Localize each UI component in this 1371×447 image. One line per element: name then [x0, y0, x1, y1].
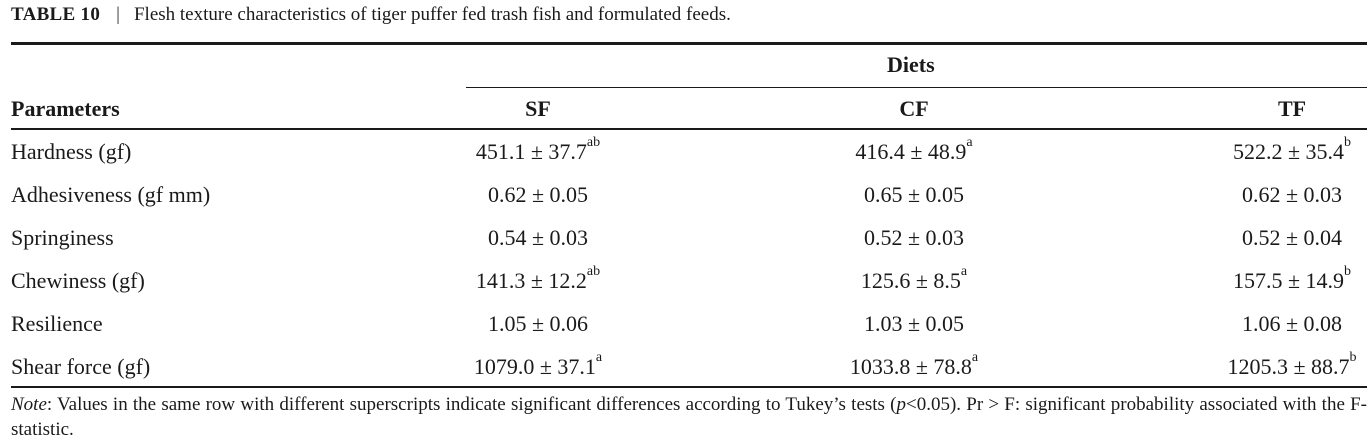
table-row: Hardness (gf) 451.1 ± 37.7ab 416.4 ± 48.9a…: [0, 131, 1371, 174]
value-cell-tf: 522.2 ± 35.4b: [1232, 135, 1351, 165]
header-rule: [11, 128, 1367, 130]
caption-separator: |: [116, 4, 120, 25]
table-caption: TABLE 10 | Flesh texture characteristics o…: [11, 4, 731, 26]
significance-superscript: a: [595, 350, 603, 365]
value-cell-tf: 0.62 ± 0.03: [1242, 182, 1342, 208]
mean-sd-value: 157.5 ± 14.9: [1232, 268, 1345, 293]
mean-sd-value: 1.03 ± 0.05: [863, 311, 965, 336]
value-cell-cf: 1.03 ± 0.05: [864, 311, 964, 337]
value-cell-sf: 1079.0 ± 37.1a: [473, 350, 602, 380]
mean-sd-value: 141.3 ± 12.2: [475, 268, 587, 293]
mean-sd-value: 1033.8 ± 78.8: [849, 354, 972, 379]
mean-sd-value: 0.52 ± 0.04: [1241, 225, 1343, 250]
table-row: Springiness 0.54 ± 0.03 0.52 ± 0.03 0.52 ± …: [0, 217, 1371, 260]
table-row: Shear force (gf) 1079.0 ± 37.1a 1033.8 ± 7…: [0, 346, 1371, 389]
table-row: Adhesiveness (gf mm) 0.62 ± 0.05 0.65 ± 0.…: [0, 174, 1371, 217]
column-header-tf: TF: [1277, 96, 1307, 121]
value-cell-cf: 125.6 ± 8.5a: [860, 264, 967, 294]
value-cell-sf: 0.62 ± 0.05: [488, 182, 588, 208]
table-note: Note: Values in the same row with differ…: [11, 392, 1367, 442]
significance-superscript: ab: [586, 135, 601, 150]
column-header-cf: CF: [899, 96, 929, 121]
table-row: Resilience 1.05 ± 0.06 1.03 ± 0.05 1.06 ± 0…: [0, 303, 1371, 346]
significance-superscript: a: [971, 350, 979, 365]
significance-superscript: ab: [586, 264, 601, 279]
diets-group-header: Diets: [887, 52, 935, 77]
value-cell-tf: 157.5 ± 14.9b: [1232, 264, 1351, 294]
mean-sd-value: 1.06 ± 0.08: [1241, 311, 1343, 336]
mean-sd-value: 0.65 ± 0.05: [863, 182, 965, 207]
mean-sd-value: 0.62 ± 0.03: [1241, 182, 1343, 207]
note-text-1: : Values in the same row with different …: [46, 394, 897, 415]
table-row: Chewiness (gf) 141.3 ± 12.2ab 125.6 ± 8.5a…: [0, 260, 1371, 303]
value-cell-sf: 451.1 ± 37.7ab: [475, 135, 600, 165]
bottom-rule: [11, 386, 1367, 388]
value-cell-sf: 1.05 ± 0.06: [488, 311, 588, 337]
mean-sd-value: 522.2 ± 35.4: [1232, 139, 1345, 164]
mean-sd-value: 1205.3 ± 88.7: [1227, 354, 1350, 379]
parameter-name: Hardness (gf): [11, 139, 132, 164]
mean-sd-value: 0.52 ± 0.03: [863, 225, 965, 250]
diets-rule: [466, 87, 1367, 88]
significance-superscript: b: [1349, 350, 1357, 365]
mean-sd-value: 1.05 ± 0.06: [487, 311, 589, 336]
mean-sd-value: 451.1 ± 37.7: [475, 139, 587, 164]
value-cell-cf: 416.4 ± 48.9a: [855, 135, 972, 165]
top-rule: [11, 42, 1367, 45]
parameter-name: Shear force (gf): [11, 354, 151, 379]
parameter-name: Resilience: [11, 311, 103, 336]
value-cell-tf: 1.06 ± 0.08: [1242, 311, 1342, 337]
note-text-2: <0.05). Pr > F: significant probability …: [11, 394, 1367, 440]
significance-superscript: b: [1344, 264, 1352, 279]
parameter-name: Springiness: [11, 225, 114, 250]
parameter-name: Chewiness (gf): [11, 268, 145, 293]
value-cell-cf: 0.65 ± 0.05: [864, 182, 964, 208]
value-cell-cf: 1033.8 ± 78.8a: [849, 350, 978, 380]
significance-superscript: a: [966, 135, 973, 150]
table-title: Flesh texture characteristics of tiger p…: [133, 4, 731, 25]
parameters-header: Parameters: [11, 96, 120, 121]
note-p-symbol: p: [896, 394, 907, 415]
column-header-sf: SF: [525, 96, 551, 121]
mean-sd-value: 1079.0 ± 37.1: [473, 354, 596, 379]
mean-sd-value: 0.54 ± 0.03: [487, 225, 589, 250]
mean-sd-value: 0.62 ± 0.05: [487, 182, 589, 207]
value-cell-sf: 0.54 ± 0.03: [488, 225, 588, 251]
value-cell-tf: 0.52 ± 0.04: [1242, 225, 1342, 251]
significance-superscript: b: [1344, 135, 1352, 150]
parameter-name: Adhesiveness (gf mm): [11, 182, 211, 207]
table-number: TABLE 10: [11, 4, 101, 25]
note-label: Note: [11, 394, 47, 415]
value-cell-cf: 0.52 ± 0.03: [864, 225, 964, 251]
mean-sd-value: 125.6 ± 8.5: [860, 268, 961, 293]
value-cell-sf: 141.3 ± 12.2ab: [475, 264, 600, 294]
value-cell-tf: 1205.3 ± 88.7b: [1227, 350, 1356, 380]
mean-sd-value: 416.4 ± 48.9: [855, 139, 967, 164]
significance-superscript: a: [960, 264, 968, 279]
